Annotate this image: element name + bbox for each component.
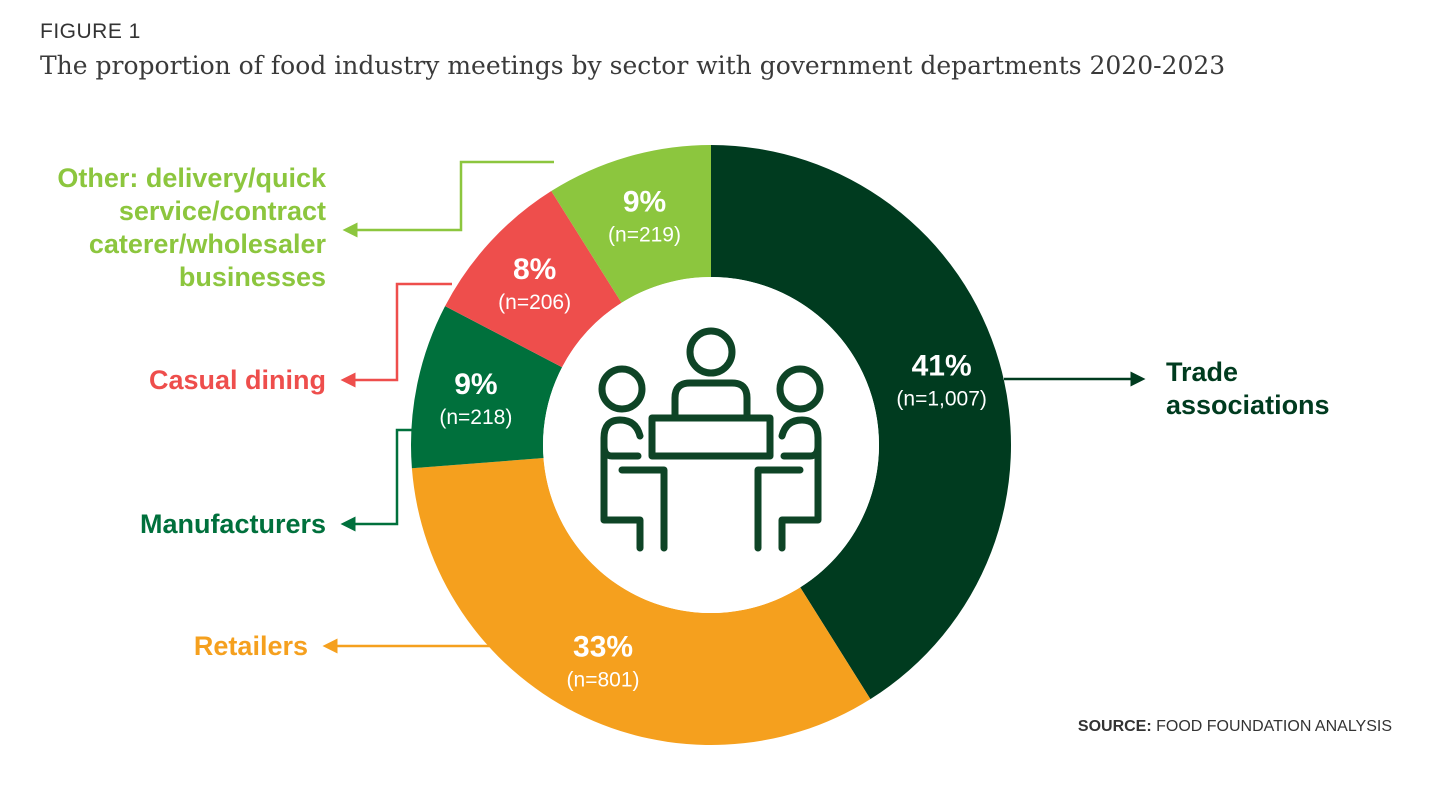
leader-arrow <box>342 160 554 238</box>
slice-count-label: (n=218) <box>439 406 512 429</box>
category-label-line: Manufacturers <box>140 509 326 539</box>
slice-percent-label: 9% <box>623 185 666 218</box>
meeting-people-table-icon <box>598 327 824 552</box>
category-label: Other: delivery/quick service/contract cat… <box>57 163 327 292</box>
donut-hole <box>543 277 879 613</box>
labels-layer: 41% (n=1,007) Trade associations 33% (n=801) R… <box>57 163 1329 691</box>
source-note: SOURCE: FOOD FOUNDATION ANALYSIS <box>1078 718 1392 736</box>
source-text: FOOD FOUNDATION ANALYSIS <box>1151 718 1392 735</box>
slice-percent-label: 33% <box>573 630 633 663</box>
donut-slice <box>411 458 871 746</box>
leader-arrow <box>340 428 412 532</box>
leader-lines-layer <box>322 160 1146 654</box>
donut-slice <box>711 145 1012 700</box>
slice-count-label: (n=219) <box>608 223 681 246</box>
category-label-line: Retailers <box>194 631 308 661</box>
category-label: Casual dining <box>149 365 326 395</box>
donut-slice <box>445 191 622 368</box>
donut-slice <box>551 145 711 303</box>
category-label: Retailers <box>194 631 308 661</box>
slice-percent-label: 41% <box>912 350 972 383</box>
category-label-line: associations <box>1166 390 1330 420</box>
category-label-line: Trade <box>1166 357 1238 387</box>
category-label: Manufacturers <box>140 509 326 539</box>
category-label: Trade associations <box>1166 357 1330 420</box>
category-label-line: Casual dining <box>149 365 326 395</box>
slice-percent-label: 9% <box>454 368 497 401</box>
category-label-line: Other: delivery/quick <box>57 163 327 193</box>
figure-label: FIGURE 1 <box>40 20 141 43</box>
category-label-line: service/contract <box>119 196 326 226</box>
chart-title: The proportion of food industry meetings… <box>40 51 1226 80</box>
category-label-line: caterer/wholesaler <box>89 229 327 259</box>
slice-percent-label: 8% <box>513 253 556 286</box>
slices-layer <box>410 145 1012 746</box>
slice-count-label: (n=1,007) <box>896 388 986 411</box>
source-prefix: SOURCE: <box>1077 718 1152 735</box>
category-label-line: businesses <box>179 262 326 292</box>
slice-count-label: (n=801) <box>567 668 640 691</box>
slice-count-label: (n=206) <box>498 291 571 314</box>
leader-arrow <box>340 282 452 388</box>
donut-slice <box>410 306 563 469</box>
